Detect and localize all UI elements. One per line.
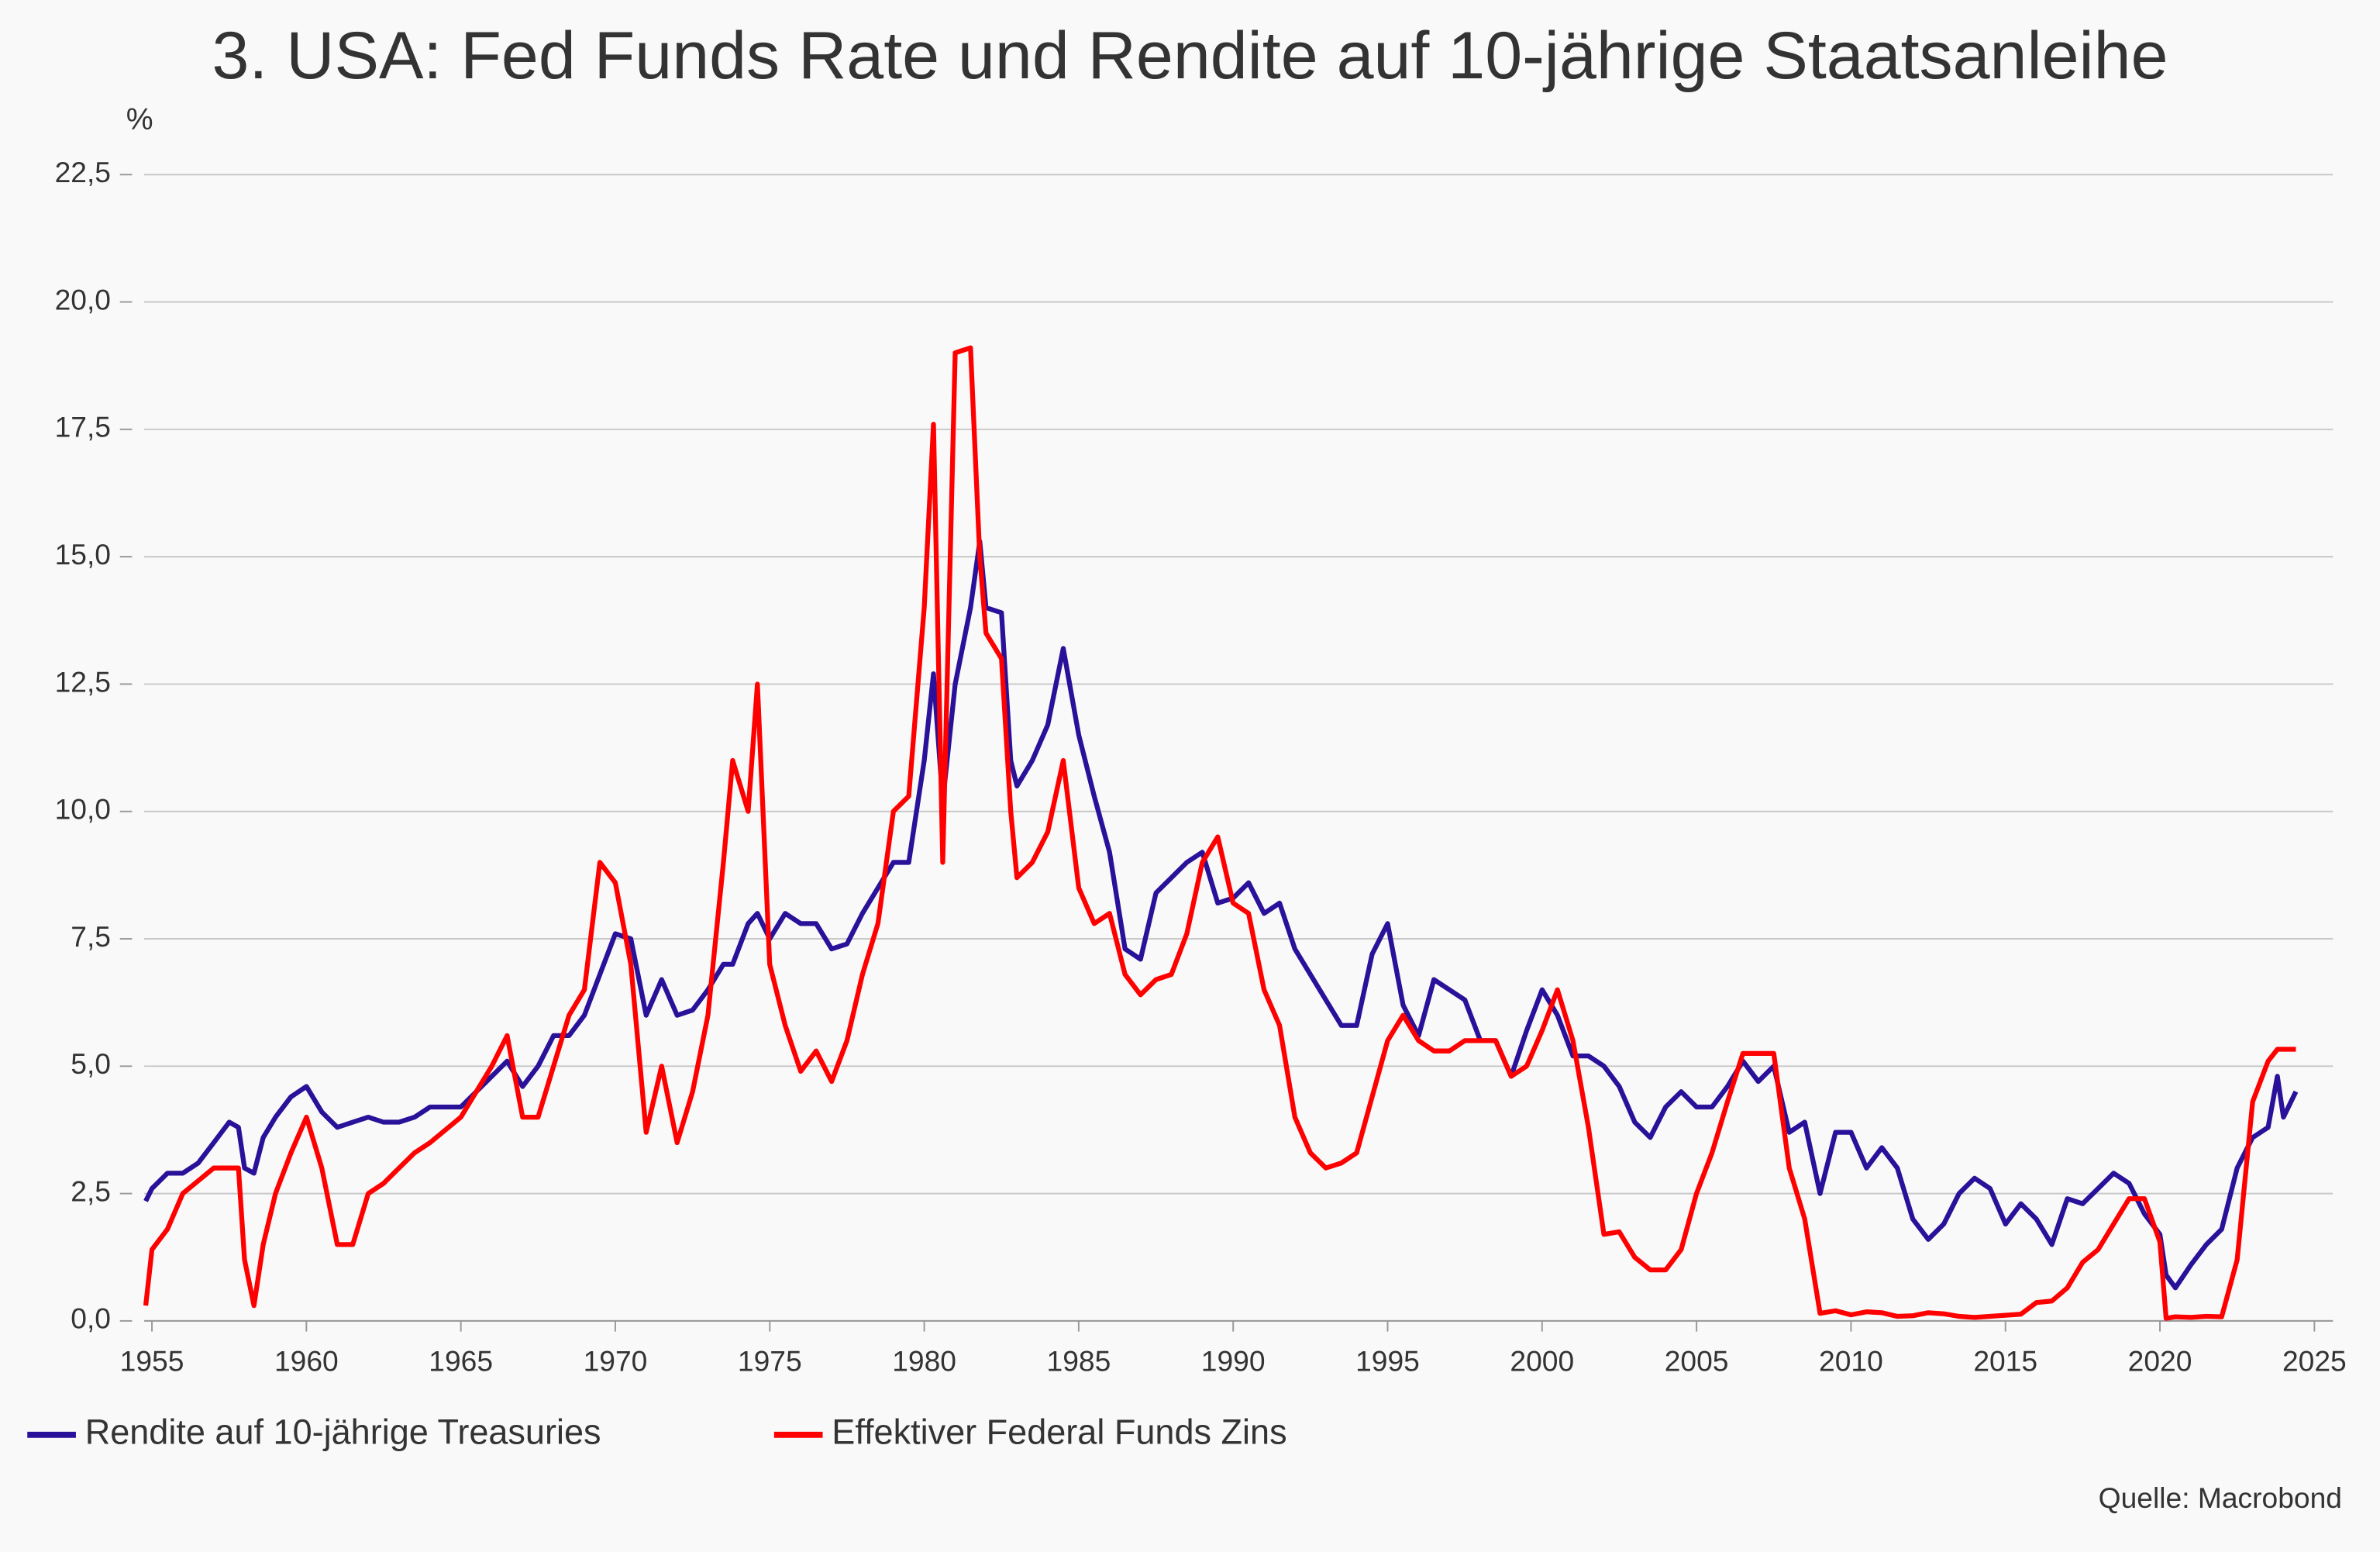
x-tick-label: 2010 xyxy=(1819,1345,1883,1378)
y-tick-label: 12,5 xyxy=(55,665,111,698)
y-tick-label: 15,0 xyxy=(55,538,111,571)
y-tick-label: 20,0 xyxy=(55,283,111,316)
y-tick-label: 10,0 xyxy=(55,793,111,826)
x-tick-label: 1975 xyxy=(738,1345,802,1378)
chart-title: 3. USA: Fed Funds Rate und Rendite auf 1… xyxy=(212,19,2168,93)
y-tick-label: 5,0 xyxy=(71,1047,111,1080)
x-tick-label: 1990 xyxy=(1201,1345,1266,1378)
line-series xyxy=(143,345,2296,1321)
x-tick-label: 2000 xyxy=(1510,1345,1574,1378)
x-tick-label: 1970 xyxy=(584,1345,648,1378)
x-tick-label: 2025 xyxy=(2282,1345,2347,1378)
x-tick-label: 2020 xyxy=(2128,1345,2192,1378)
legend-label: Effektiver Federal Funds Zins xyxy=(832,1412,1286,1452)
x-tick-label: 1985 xyxy=(1047,1345,1111,1378)
x-tick-label: 1965 xyxy=(429,1345,493,1378)
x-tick-label: 1955 xyxy=(120,1345,184,1378)
source: Quelle: Macrobond xyxy=(2099,1481,2342,1514)
y-unit: % xyxy=(126,103,153,136)
y-tick-label: 22,5 xyxy=(55,156,111,188)
x-tick-label: 1980 xyxy=(892,1345,956,1378)
x-tick-label: 2005 xyxy=(1665,1345,1729,1378)
y-tick-label: 0,0 xyxy=(71,1302,111,1335)
y-tick-label: 17,5 xyxy=(55,411,111,443)
y-tick-label: 2,5 xyxy=(71,1174,111,1207)
x-tick-label: 1960 xyxy=(274,1345,339,1378)
x-tick-label: 1995 xyxy=(1355,1345,1420,1378)
y-tick-label: 7,5 xyxy=(71,920,111,953)
legend-label: Rendite auf 10-jährige Treasuries xyxy=(85,1412,601,1452)
x-tick-label: 2015 xyxy=(1973,1345,2037,1378)
